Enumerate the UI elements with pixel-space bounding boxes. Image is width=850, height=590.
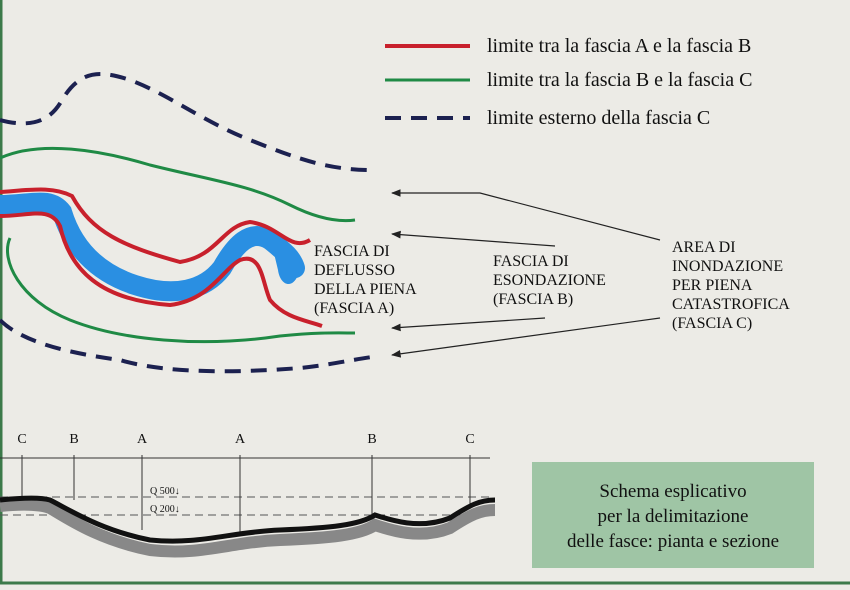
ground-shadow xyxy=(0,498,496,558)
marker-label: C xyxy=(465,432,474,447)
label-line: (FASCIA C) xyxy=(672,315,752,332)
plan-view xyxy=(0,72,373,374)
label-line: INONDAZIONE xyxy=(672,258,783,275)
label-line: (FASCIA B) xyxy=(493,291,573,308)
label-line: DEFLUSSO xyxy=(314,262,395,279)
arrows xyxy=(391,189,661,358)
caption-line: per la delimitazione xyxy=(598,506,749,527)
limit-ab xyxy=(0,187,312,265)
legend-label: limite esterno della fascia C xyxy=(487,107,710,129)
marker-label: A xyxy=(235,432,246,447)
marker-label: B xyxy=(367,432,376,447)
label-line: (FASCIA A) xyxy=(314,300,394,317)
label-line: CATASTROFICA xyxy=(672,296,790,313)
river xyxy=(272,244,300,285)
label-line: FASCIA DI xyxy=(314,243,390,260)
arrow xyxy=(391,189,661,241)
ground-profile xyxy=(0,495,496,544)
river xyxy=(0,192,305,302)
caption-box: Schema esplicativo per la delimitazione … xyxy=(532,462,814,568)
label-line: AREA DI xyxy=(672,239,736,256)
section-view: C B A A B C Q 500↓ Q 200↓ xyxy=(0,432,496,558)
arrow xyxy=(391,317,661,358)
caption-line: delle fasce: pianta e sezione xyxy=(567,531,779,552)
marker-label: C xyxy=(17,432,26,447)
arrow xyxy=(391,230,556,247)
legend-label: limite tra la fascia A e la fascia B xyxy=(487,35,751,57)
zone-labels: FASCIA DI DEFLUSSO DELLA PIENA (FASCIA A… xyxy=(314,239,790,332)
level-label: Q 200↓ xyxy=(150,504,180,515)
label-line: DELLA PIENA xyxy=(314,281,417,298)
legend-label: limite tra la fascia B e la fascia C xyxy=(487,69,752,91)
limit-bc xyxy=(0,146,356,223)
legend: limite tra la fascia A e la fascia B lim… xyxy=(385,35,752,129)
caption-line: Schema esplicativo xyxy=(599,481,746,502)
label-line: ESONDAZIONE xyxy=(493,272,606,289)
limit-c xyxy=(0,72,373,172)
arrow xyxy=(391,317,546,332)
level-label: Q 500↓ xyxy=(150,486,180,497)
marker-label: A xyxy=(137,432,148,447)
limit-bc xyxy=(6,237,356,344)
label-line: PER PIENA xyxy=(672,277,753,294)
label-line: FASCIA DI xyxy=(493,253,569,270)
limit-ab xyxy=(0,211,323,328)
caption-background xyxy=(532,462,814,568)
marker-label: B xyxy=(69,432,78,447)
